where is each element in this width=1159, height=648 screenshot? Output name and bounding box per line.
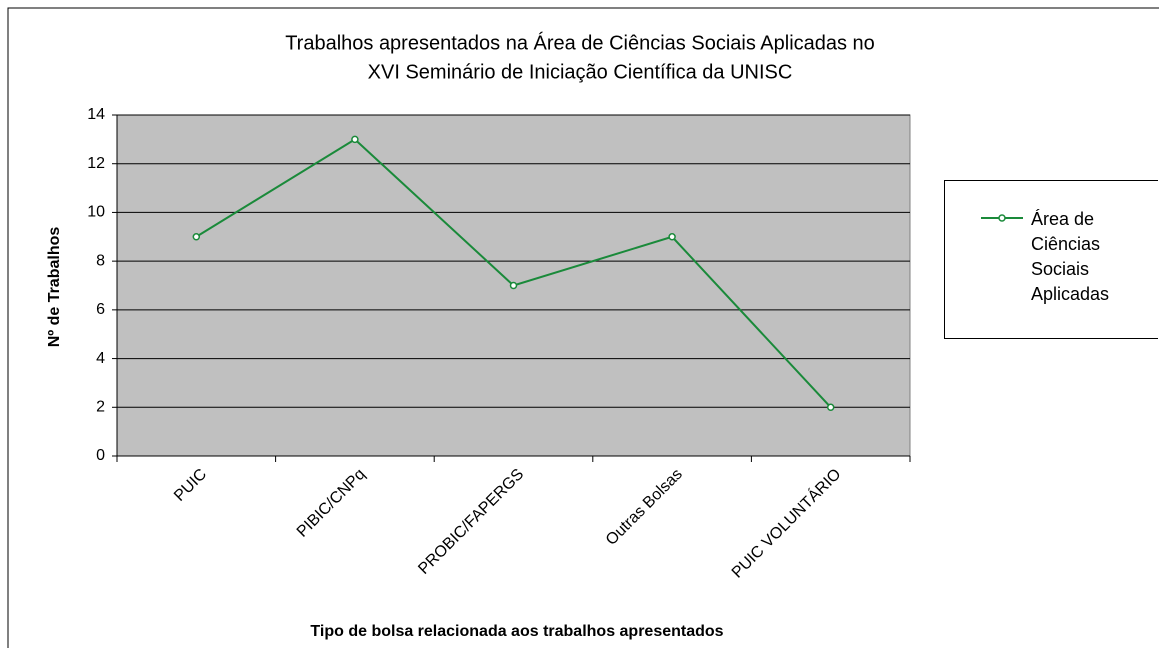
- data-point: [509, 281, 518, 290]
- y-tick-label: 0: [96, 447, 105, 464]
- y-axis-label: Nº de Trabalhos: [46, 227, 63, 348]
- y-tick-label: 14: [87, 106, 105, 123]
- data-point: [351, 135, 359, 144]
- legend-swatch: [981, 214, 1023, 222]
- chart-title: Trabalhos apresentados na Área de Ciênci…: [285, 31, 875, 54]
- legend-marker: [998, 214, 1006, 222]
- legend-label: Área de Ciências Sociais Aplicadas: [1031, 209, 1110, 304]
- data-point: [668, 233, 676, 241]
- y-tick-label: 10: [87, 204, 105, 221]
- legend: Área de Ciências Sociais Aplicadas: [944, 180, 1158, 339]
- y-tick-label: 2: [96, 399, 105, 416]
- chart-title: XVI Seminário de Iniciação Científica da…: [368, 61, 793, 83]
- y-tick-label: 12: [87, 155, 105, 172]
- data-point: [826, 403, 835, 412]
- y-tick-label: 4: [96, 350, 105, 367]
- data-point: [192, 233, 201, 241]
- x-axis-label: Tipo de bolsa relacionada aos trabalhos …: [310, 623, 723, 640]
- y-tick-label: 6: [96, 301, 105, 318]
- y-tick-label: 8: [96, 252, 105, 269]
